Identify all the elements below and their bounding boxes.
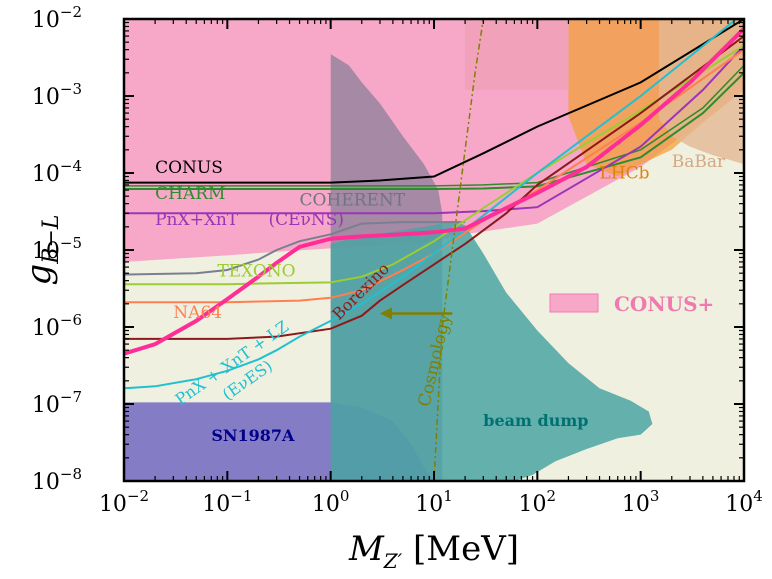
y-tick-label: 10−8 <box>32 465 82 495</box>
line-cosmology <box>433 19 485 481</box>
y-tick-label: 10−4 <box>32 157 82 187</box>
label-coherent: COHERENT <box>300 190 406 210</box>
x-tick-label: 103 <box>622 487 660 517</box>
legend-label-conus-plus: CONUS+ <box>614 292 714 316</box>
label-sn1987a: SN1987A <box>211 426 295 445</box>
cosmology-arrow-head <box>379 307 392 320</box>
line-conus <box>124 19 744 184</box>
line-texono <box>124 44 744 286</box>
line-charm-2 <box>124 64 744 187</box>
label-beam-dump: beam dump <box>483 411 588 430</box>
line-charm <box>124 72 744 190</box>
line-pnx-xnt <box>124 45 744 215</box>
line-na64 <box>124 48 744 304</box>
line-conus- <box>124 27 744 356</box>
x-tick-label: 10−2 <box>99 487 149 517</box>
x-tick-label: 101 <box>415 487 453 517</box>
label-charm: CHARM <box>155 184 225 204</box>
line-pnx-xnt-lz <box>124 19 739 390</box>
axis-ticks: 10−2 10−1 100 101 102 103 104 10−8 10−7 10−6 10−5 1… <box>32 3 763 517</box>
constraint-lines <box>124 19 744 481</box>
label-babar: BaBar <box>672 152 726 172</box>
label-conus: CONUS <box>155 158 223 178</box>
legend-swatch-conus-plus <box>549 293 599 313</box>
line-coherent <box>124 221 466 276</box>
x-axis-title: MZ′ [MeV] <box>348 529 519 573</box>
label-cevns: (CEνNS) <box>268 210 344 230</box>
label-lhcb: LHCb <box>600 163 650 183</box>
label-na64: NA64 <box>173 303 222 323</box>
y-tick-label: 10−6 <box>32 311 82 341</box>
legend: CONUS+ <box>549 292 714 316</box>
x-tick-label: 100 <box>312 487 350 517</box>
y-tick-label: 10−7 <box>32 388 82 418</box>
x-tick-label: 10−1 <box>202 487 252 517</box>
region-beam-dump <box>330 220 653 481</box>
x-tick-label: 104 <box>725 487 763 517</box>
y-tick-label: 10−3 <box>32 80 82 110</box>
y-axis-title: gB−L <box>19 215 64 286</box>
y-tick-label: 10−5 <box>32 234 82 264</box>
region-upper-pink-band <box>465 19 569 90</box>
line-borexino <box>124 35 744 340</box>
label-texono: TEXONO <box>217 262 295 282</box>
label-pnx-xnt: PnX+XnT <box>155 210 239 230</box>
y-tick-label: 10−2 <box>32 3 82 33</box>
x-tick-label: 102 <box>519 487 557 517</box>
